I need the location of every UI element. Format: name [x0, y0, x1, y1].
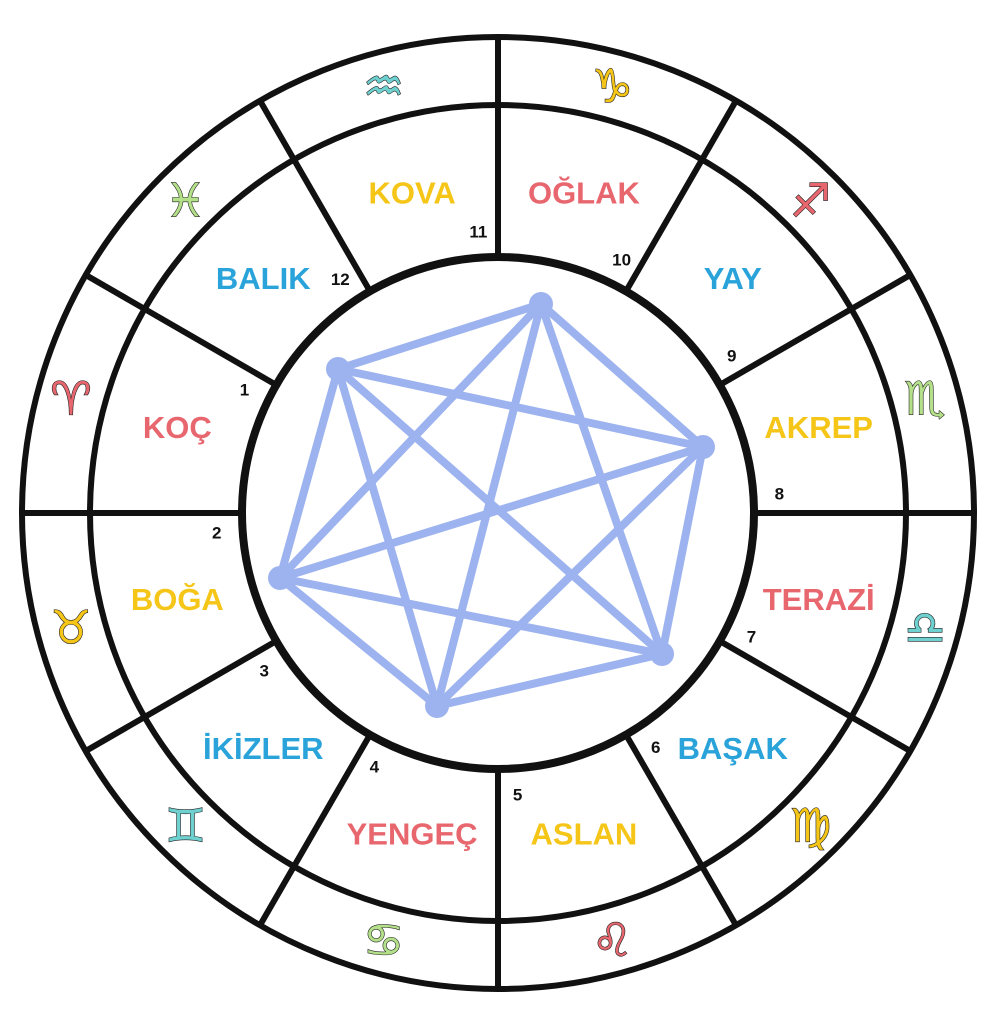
star-edge — [334, 300, 545, 373]
sagittarius-icon: ♐ — [790, 173, 831, 227]
star-edge — [276, 365, 342, 582]
sector-divider — [718, 638, 912, 754]
sign-name: AKREP — [764, 410, 873, 445]
star-vertex — [425, 694, 449, 718]
house-number: 7 — [747, 628, 756, 647]
house-number: 8 — [775, 484, 784, 503]
house-number: 1 — [240, 380, 249, 399]
sector-divider — [623, 99, 739, 293]
sector-divider — [84, 272, 278, 388]
sign-name: BOĞA — [131, 582, 224, 617]
sign-name: YENGEÇ — [347, 817, 478, 852]
house-number: 11 — [469, 223, 487, 242]
scorpio-icon: ♏ — [904, 372, 945, 426]
star-vertex — [326, 357, 350, 381]
leo-icon: ♌ — [592, 913, 633, 967]
sign-name: BAŞAK — [678, 731, 789, 766]
house-number: 3 — [259, 662, 268, 681]
cancer-icon: ♋ — [363, 913, 404, 967]
aries-icon: ♈ — [50, 372, 91, 426]
libra-icon: ♎ — [904, 600, 945, 654]
sign-name: ASLAN — [531, 817, 638, 852]
gemini-icon: ♊ — [165, 799, 206, 853]
sector-divider — [257, 733, 373, 927]
house-number: 6 — [651, 738, 660, 757]
sign-labels: KOÇ BOĞA İKİZLER YENGEÇ ASLAN BAŞAK TERAZİ AKRE… — [131, 175, 875, 851]
star-vertex — [691, 435, 715, 459]
star-vertex — [268, 566, 292, 590]
star-edge — [276, 574, 666, 658]
star-vertex — [650, 642, 674, 666]
sign-name: TERAZİ — [763, 582, 875, 617]
taurus-icon: ♉ — [50, 600, 91, 654]
sector-divider — [623, 733, 739, 927]
sign-name: KOVA — [368, 175, 455, 210]
star-edge — [334, 365, 666, 658]
star-edge — [276, 574, 441, 710]
sign-name: YAY — [704, 261, 762, 296]
zodiac-glyphs: ♈ ♉ ♊ ♋ ♌ ♍ ♎ ♏ ♐ ♑ ♒ ♓ — [50, 58, 946, 967]
house-number: 5 — [513, 785, 522, 804]
house-number: 10 — [612, 251, 631, 270]
sign-name: BALIK — [216, 261, 311, 296]
capricorn-icon: ♑ — [592, 59, 633, 113]
star-vertex — [529, 292, 553, 316]
house-number: 12 — [331, 270, 350, 289]
star-edge — [276, 443, 707, 582]
virgo-icon: ♍ — [790, 799, 831, 853]
pisces-icon: ♓ — [165, 173, 206, 227]
house-number: 2 — [212, 524, 221, 543]
sector-divider — [257, 99, 373, 293]
house-number: 9 — [727, 346, 736, 365]
star-edge — [658, 443, 707, 658]
star-edge — [334, 365, 707, 451]
star-edge — [537, 300, 707, 451]
sign-name: OĞLAK — [528, 175, 641, 210]
star-edge — [433, 650, 666, 710]
sector-divider — [84, 638, 278, 754]
sector-dividers — [22, 37, 974, 989]
sign-name: KOÇ — [143, 410, 212, 445]
sign-name: İKİZLER — [203, 731, 324, 766]
star-edge — [334, 365, 441, 710]
sector-divider — [718, 272, 912, 388]
house-number: 4 — [370, 757, 380, 776]
star-edge — [276, 300, 545, 582]
seven-point-star — [268, 292, 715, 718]
aquarius-icon: ♒ — [363, 59, 404, 113]
